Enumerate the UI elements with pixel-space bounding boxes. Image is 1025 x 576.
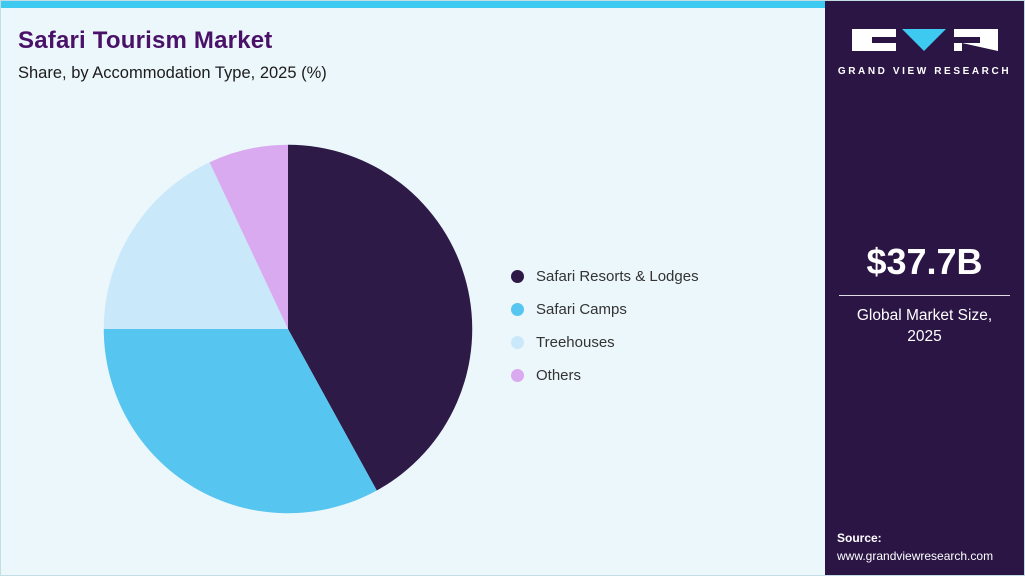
market-size-block: $37.7B Global Market Size, 2025: [839, 241, 1010, 348]
source-block: Source: www.grandviewresearch.com: [837, 530, 1016, 565]
pie-slice-3: [209, 144, 288, 329]
pie-chart-svg: [103, 144, 473, 514]
chart-area: Safari Tourism Market Share, by Accommod…: [1, 1, 825, 575]
pie-slice-1: [103, 329, 377, 514]
pie-slice-2: [103, 162, 288, 329]
sidebar: GRAND VIEW RESEARCH $37.7B Global Market…: [825, 1, 1024, 575]
legend-dot-0: [511, 270, 524, 283]
pie-slice-0: [288, 144, 473, 491]
legend-item: Treehouses: [511, 333, 699, 352]
legend-label: Others: [536, 367, 582, 384]
legend-item: Safari Resorts & Lodges: [511, 267, 699, 286]
brand-logo-text: GRAND VIEW RESEARCH: [837, 66, 1012, 77]
market-size-value: $37.7B: [839, 241, 1010, 296]
legend-label: Safari Resorts & Lodges: [536, 268, 699, 285]
legend-dot-3: [511, 369, 524, 382]
source-url-link[interactable]: www.grandviewresearch.com: [837, 548, 994, 563]
page-title: Safari Tourism Market: [18, 27, 273, 54]
chart-header: Safari Tourism Market Share, by Accommod…: [18, 27, 327, 83]
brand-logo: GRAND VIEW RESEARCH: [825, 25, 1024, 77]
market-size-label: Global Market Size, 2025: [856, 307, 993, 345]
top-accent-strip: [1, 1, 825, 8]
source-label: Source:: [837, 531, 882, 546]
grand-view-research-logo-icon: [851, 29, 998, 51]
legend-label: Treehouses: [536, 334, 615, 351]
legend-item: Others: [511, 366, 699, 385]
legend-label: Safari Camps: [536, 301, 627, 318]
legend-dot-1: [511, 303, 524, 316]
pie-chart: [100, 141, 476, 517]
chart-legend: Safari Resorts & Lodges Safari Camps Tre…: [511, 267, 699, 399]
legend-dot-2: [511, 336, 524, 349]
page-subtitle: Share, by Accommodation Type, 2025 (%): [18, 64, 327, 82]
legend-item: Safari Camps: [511, 300, 699, 319]
